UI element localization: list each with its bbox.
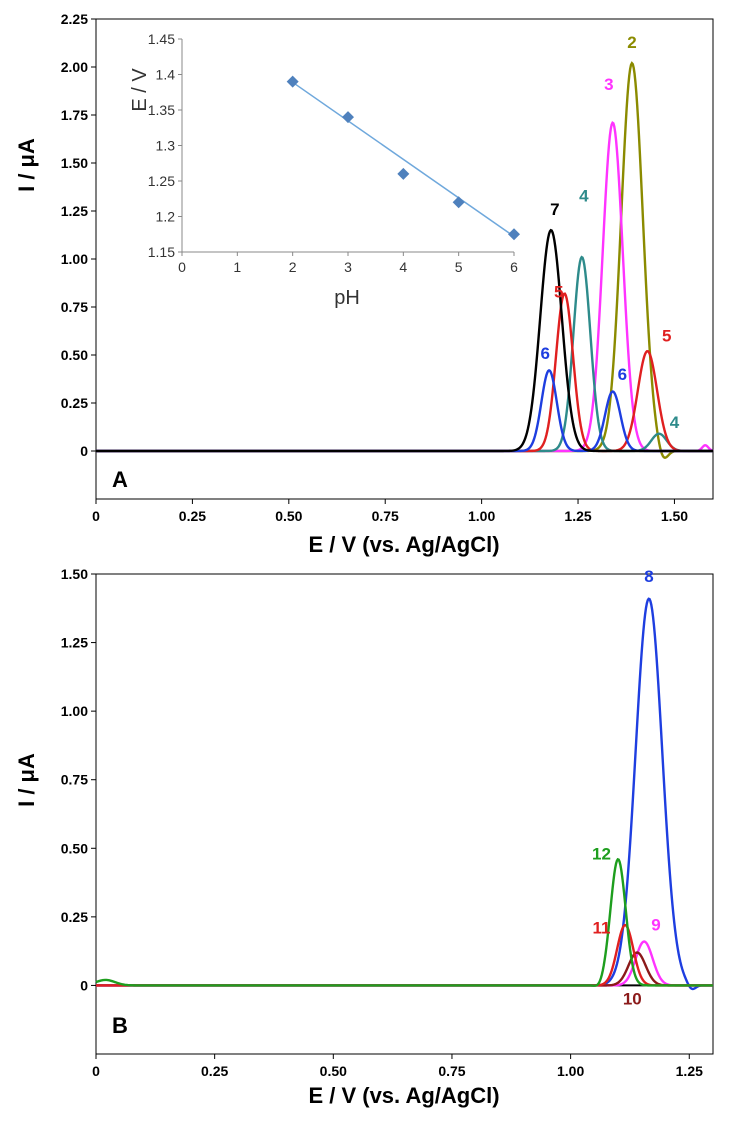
inset-point: [342, 111, 354, 124]
x-tick-label: 0.75: [438, 1063, 465, 1079]
inset-point: [452, 196, 465, 209]
y-tick-label: 1.25: [61, 203, 88, 219]
inset-xlabel: pH: [334, 287, 360, 309]
y-tick-label: 0.75: [61, 772, 88, 788]
peak-label-7: 7: [550, 200, 559, 219]
panel-b-xlabel: E / V (vs. Ag/AgCl): [308, 1083, 499, 1108]
inset-x-tick-label: 4: [399, 259, 407, 275]
inset-y-tick-label: 1.15: [148, 244, 175, 260]
peak-label-8: 8: [644, 567, 653, 586]
inset-x-tick-label: 2: [289, 259, 297, 275]
inset-x-tick-label: 5: [455, 259, 463, 275]
x-tick-label: 0.25: [201, 1063, 228, 1079]
peak-label-6: 6: [618, 365, 627, 384]
x-tick-label: 0: [92, 508, 100, 524]
panel-b-series: [95, 597, 714, 991]
peak-label-12: 12: [592, 844, 611, 863]
peak-label-4: 4: [579, 186, 589, 205]
inset-x-tick-label: 3: [344, 259, 352, 275]
peak-label-9: 9: [651, 916, 660, 935]
y-tick-label: 0: [80, 443, 88, 459]
panel-b: 8 9 10 11 12 0 0.25 0.50 0.75 1.00 1.25 1.50 0 0.25…: [14, 566, 714, 1108]
inset-point: [397, 167, 410, 180]
peak-label-4: 4: [670, 413, 680, 432]
x-tick-label: 0.50: [320, 1063, 347, 1079]
y-tick-label: 0.25: [61, 909, 88, 925]
y-tick-label: 2.00: [61, 59, 88, 75]
peak-label-3: 3: [604, 75, 613, 94]
y-tick-label: 0.75: [61, 299, 88, 315]
x-tick-label: 1.25: [564, 508, 591, 524]
inset-y-tick-label: 1.3: [156, 138, 176, 154]
inset-x-tick-label: 1: [233, 259, 241, 275]
y-tick-label: 1.00: [61, 251, 88, 267]
x-tick-label: 0.25: [179, 508, 206, 524]
peak-label-2: 2: [627, 33, 636, 52]
panel-a-frame: [95, 18, 714, 500]
series-7-line: [96, 228, 713, 453]
x-tick-label: 0: [92, 1063, 100, 1079]
inset-trendline: [292, 81, 515, 237]
peak-label-5: 5: [662, 327, 671, 346]
peak-label-5: 5: [554, 282, 563, 301]
inset-x-tick-label: 0: [178, 259, 186, 275]
series-12-line: [95, 857, 713, 987]
x-tick-label: 1.50: [661, 508, 688, 524]
panel-a-series: [96, 61, 714, 459]
y-tick-label: 1.50: [61, 566, 88, 582]
y-tick-label: 0: [80, 977, 88, 993]
peak-label-6: 6: [541, 344, 550, 363]
y-tick-label: 1.25: [61, 635, 88, 651]
inset-y-tick-label: 1.35: [148, 102, 175, 118]
inset-point: [286, 75, 299, 88]
y-tick-label: 1.75: [61, 107, 88, 123]
x-tick-label: 1.00: [468, 508, 495, 524]
y-tick-label: 0.25: [61, 395, 88, 411]
x-tick-label: 0.50: [275, 508, 302, 524]
peak-label-10: 10: [623, 990, 642, 1009]
panel-b-letter: B: [112, 1013, 128, 1038]
panel-a-xlabel: E / V (vs. Ag/AgCl): [308, 532, 499, 557]
inset-ylabel: E / V: [129, 68, 151, 112]
inset-y-tick-label: 1.25: [148, 173, 175, 189]
y-tick-label: 1.50: [61, 155, 88, 171]
x-tick-label: 0.75: [372, 508, 399, 524]
inset-y-tick-label: 1.2: [156, 209, 176, 225]
y-tick-label: 0.50: [61, 840, 88, 856]
panel-a-ylabel: I / μA: [14, 138, 39, 192]
inset-y-tick-label: 1.4: [156, 67, 176, 83]
y-tick-label: 0.50: [61, 347, 88, 363]
inset-point: [508, 228, 520, 241]
panel-b-ylabel: I / μA: [14, 753, 39, 807]
x-tick-label: 1.25: [676, 1063, 703, 1079]
x-tick-label: 1.00: [557, 1063, 584, 1079]
panel-a-inset: 1.15 1.2 1.25 1.3 1.35 1.4 1.45 0 1 2 3 4 5 6 pH E /…: [129, 31, 520, 309]
panel-a-letter: A: [112, 467, 128, 492]
peak-label-11: 11: [592, 918, 610, 937]
inset-y-tick-label: 1.45: [148, 31, 175, 47]
inset-x-tick-label: 6: [510, 259, 518, 275]
y-tick-label: 1.00: [61, 703, 88, 719]
y-tick-label: 2.25: [61, 11, 88, 27]
